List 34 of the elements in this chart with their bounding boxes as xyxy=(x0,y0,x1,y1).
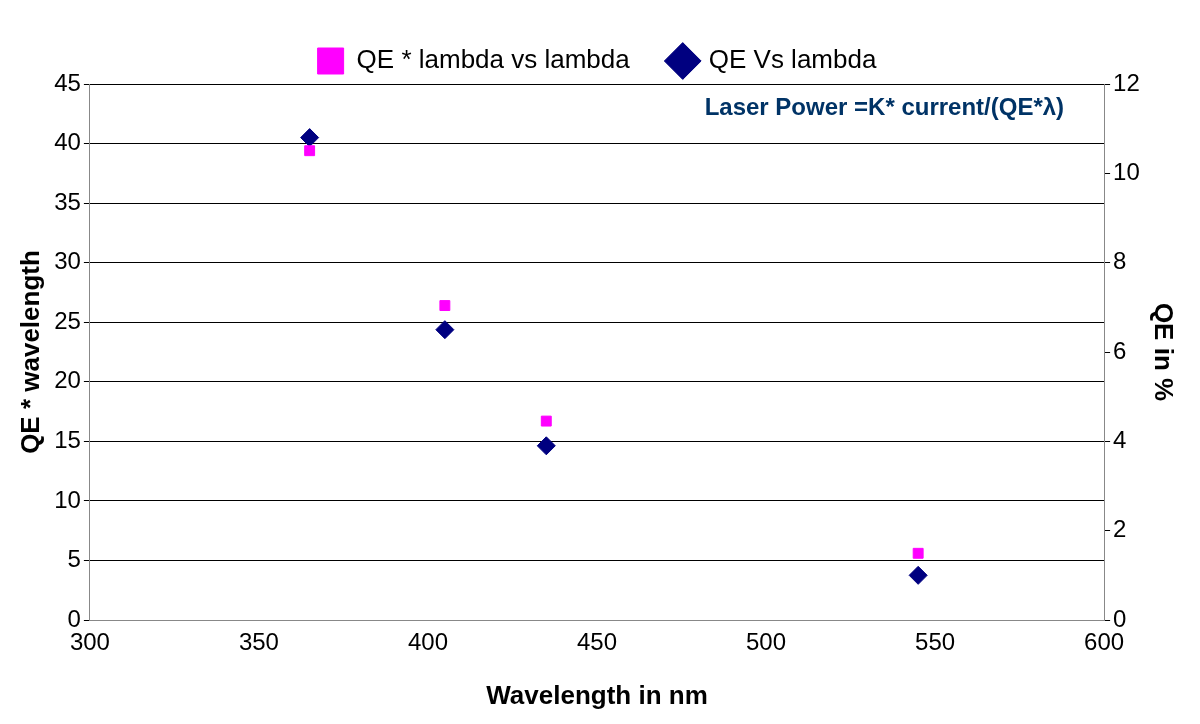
point xyxy=(300,128,320,148)
point xyxy=(439,300,451,311)
y-tick-label: 20 xyxy=(54,366,81,394)
point xyxy=(435,320,455,340)
y-tick-label: 45 xyxy=(54,68,81,96)
x-tick-label: 350 xyxy=(238,628,279,656)
y-tick-label: 25 xyxy=(54,306,81,334)
x-tick-label: 550 xyxy=(915,628,956,656)
y-tick-label: 15 xyxy=(54,425,81,453)
y-tick-label: 30 xyxy=(54,247,81,275)
x-axis-title: Wavelength in nm xyxy=(486,679,708,710)
x-tick-label: 450 xyxy=(576,628,618,656)
point xyxy=(540,415,552,427)
x-tick-label: 500 xyxy=(746,628,787,656)
point xyxy=(908,565,928,585)
y-tick-label: 10 xyxy=(54,485,81,513)
y-tick-label: 5 xyxy=(67,545,81,573)
y2-tick-label: 10 xyxy=(1113,157,1140,185)
y2-tick-label: 12 xyxy=(1113,68,1140,96)
x-tick-label: 400 xyxy=(407,628,448,656)
y2-tick-label: 2 xyxy=(1113,515,1127,543)
y-tick-label: 35 xyxy=(54,187,81,215)
y-tick-label: 40 xyxy=(54,128,81,156)
legend-label: QE * lambda vs lambda xyxy=(356,44,631,75)
y2-axis-title: QE in % xyxy=(1149,302,1180,402)
point xyxy=(304,145,316,157)
y2-tick-label: 8 xyxy=(1113,247,1127,275)
legend-label: QE Vs lambda xyxy=(708,44,877,75)
annotation: Laser Power =K* current/(QE*λ) xyxy=(704,92,1065,120)
y-axis-title: QE * wavelength xyxy=(14,250,45,454)
point xyxy=(536,436,556,456)
point xyxy=(912,547,924,559)
y2-tick-label: 6 xyxy=(1113,336,1127,364)
y2-tick-label: 4 xyxy=(1113,425,1127,453)
